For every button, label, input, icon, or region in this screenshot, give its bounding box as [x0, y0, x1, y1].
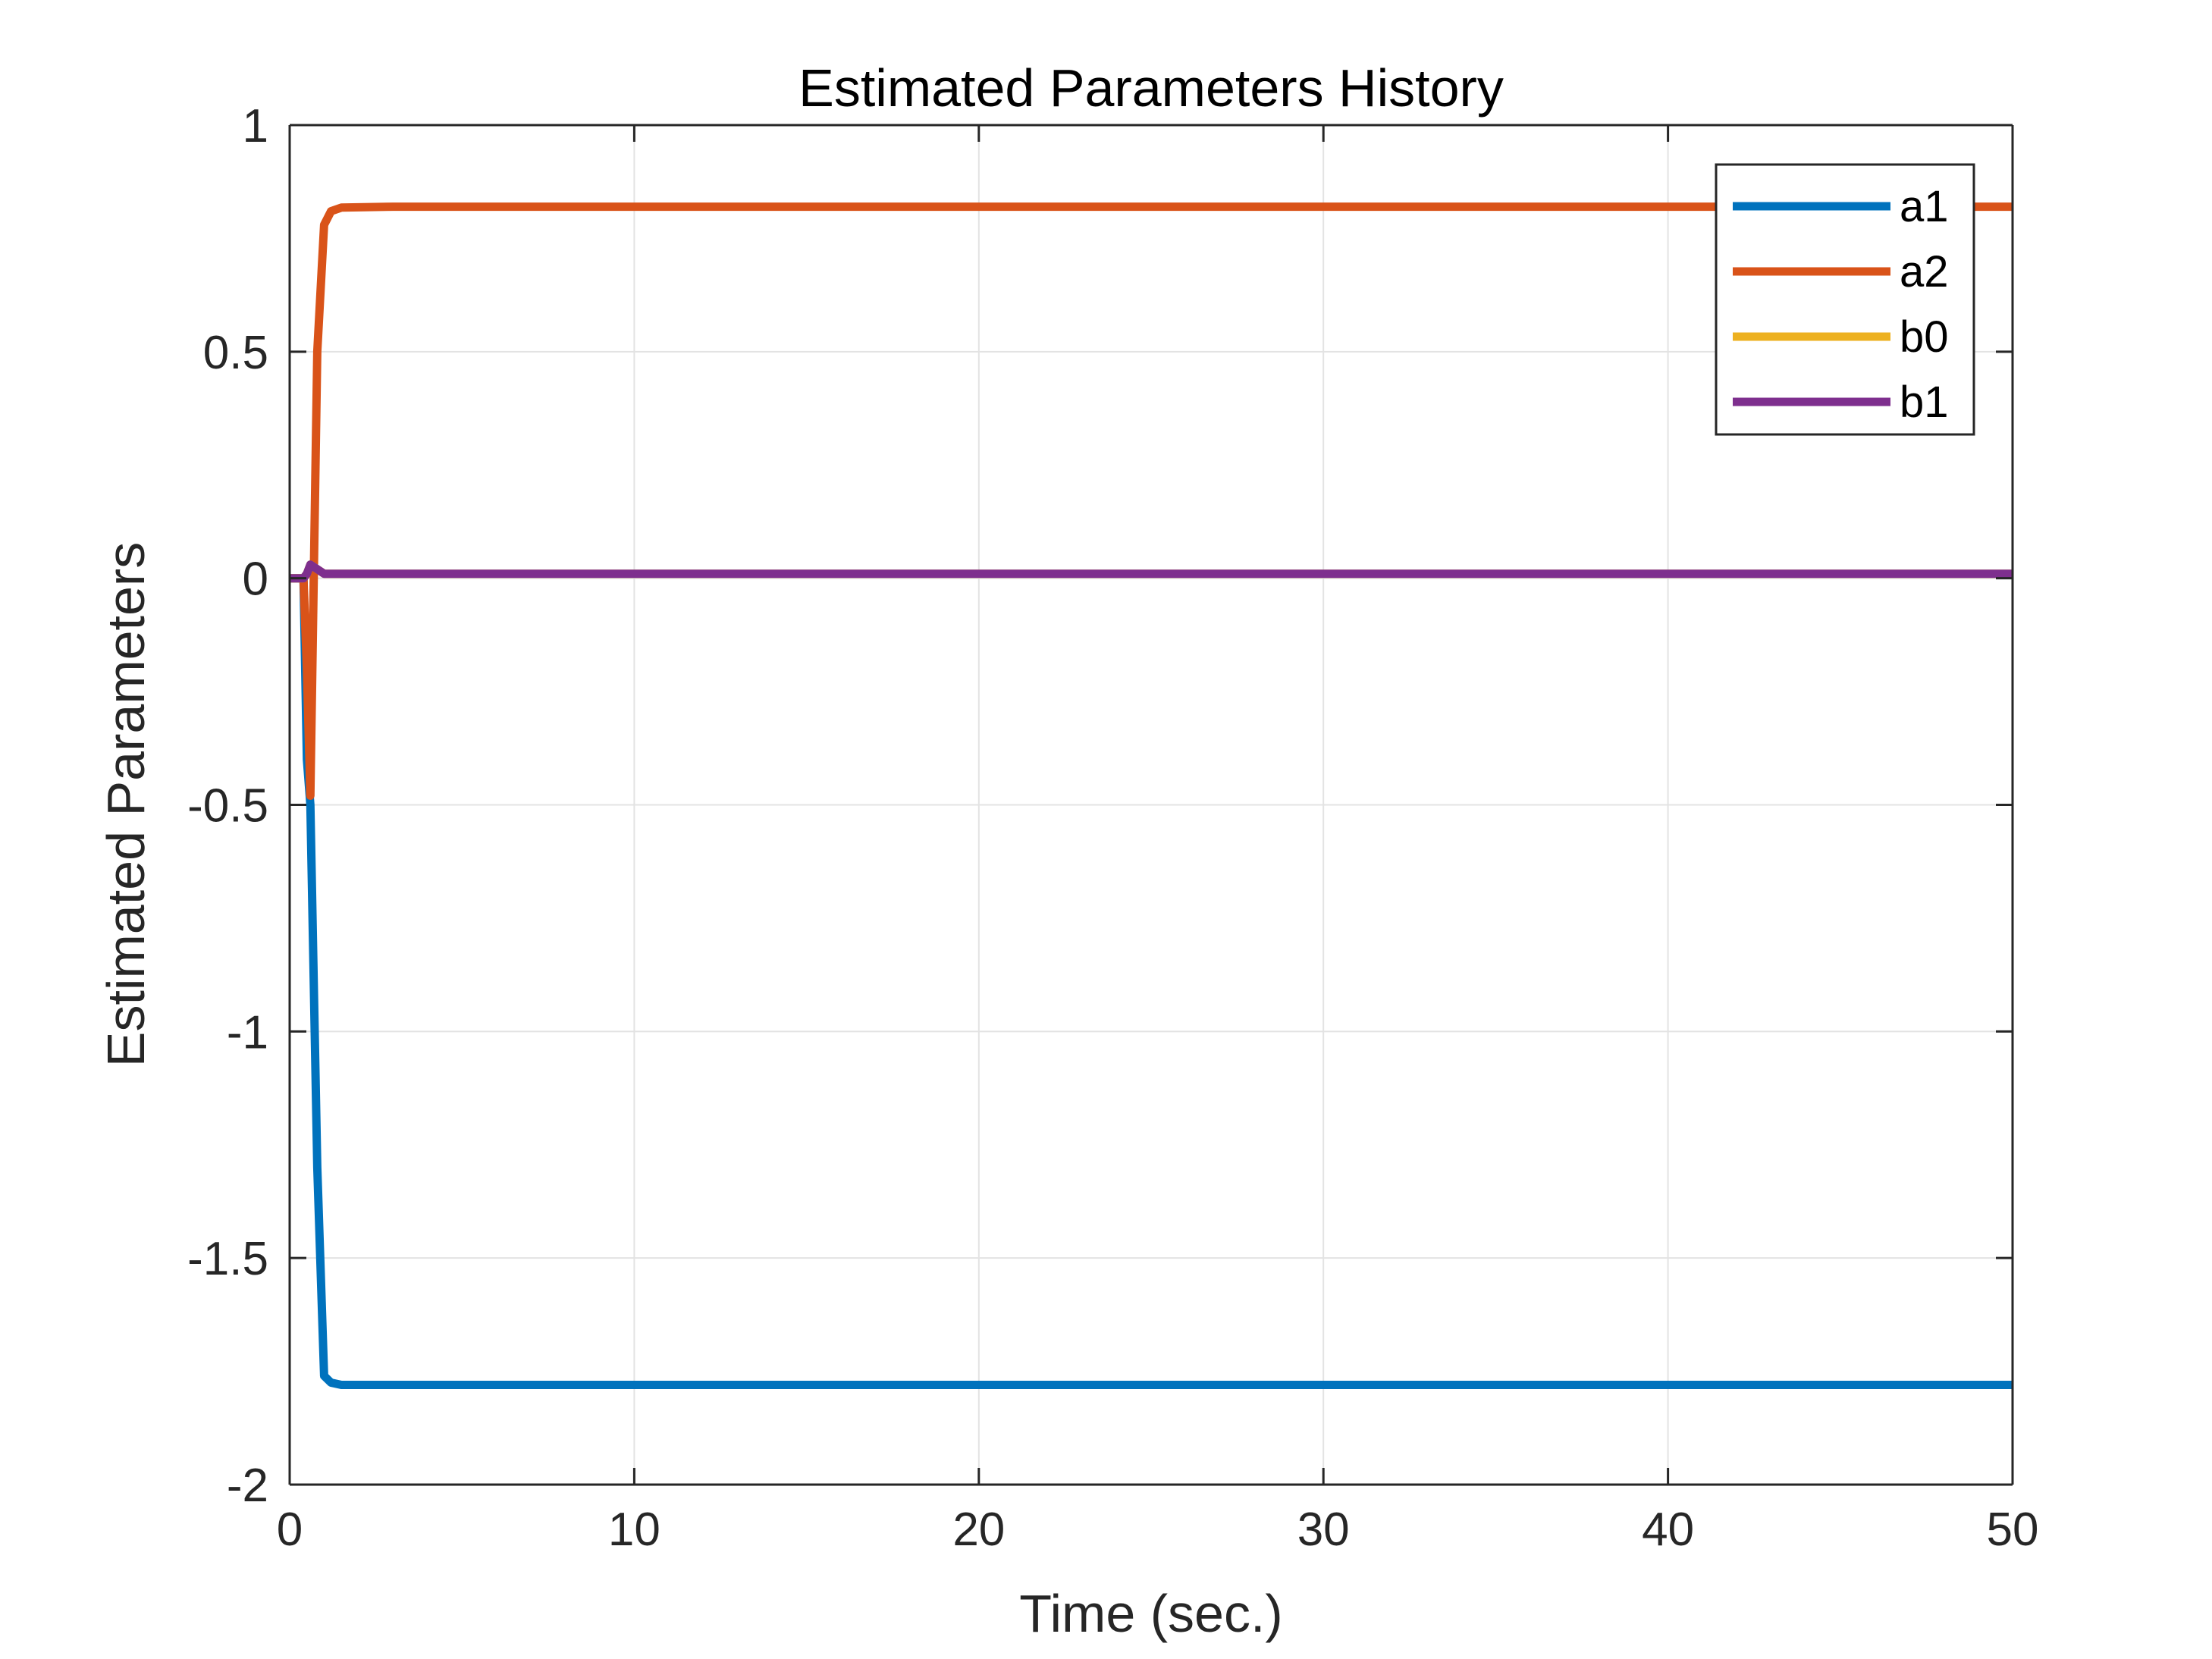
x-tick-label: 20 [952, 1504, 1005, 1556]
x-tick-label: 0 [277, 1504, 303, 1556]
y-tick-label: -2 [227, 1460, 268, 1512]
y-tick-label: 1 [243, 100, 268, 152]
x-tick-label: 30 [1297, 1504, 1350, 1556]
x-tick-label: 50 [1987, 1504, 2039, 1556]
legend-label-a1: a1 [1900, 182, 1949, 231]
chart-title: Estimated Parameters History [799, 58, 1504, 118]
legend-label-b0: b0 [1900, 312, 1949, 362]
legend-label-b1: b1 [1900, 378, 1949, 427]
x-axis-label: Time (sec.) [1019, 1584, 1282, 1643]
y-tick-label: -1 [227, 1006, 268, 1058]
y-tick-label: -0.5 [187, 780, 268, 833]
y-axis-label: Estimated Parameters [96, 542, 155, 1067]
x-tick-label: 40 [1642, 1504, 1694, 1556]
x-tick-label: 10 [608, 1504, 660, 1556]
y-tick-label: 0 [243, 554, 268, 606]
legend-label-a2: a2 [1900, 247, 1949, 296]
ticks: 0 10 20 30 40 50 -2 -1.5 -1 -0.5 0 0.5 1 [187, 100, 2038, 1556]
series-line-a2 [290, 202, 2013, 800]
y-tick-label: -1.5 [187, 1233, 268, 1285]
legend: a1 a2 b0 b1 [1715, 163, 1975, 436]
y-tick-label: 0.5 [203, 327, 268, 379]
